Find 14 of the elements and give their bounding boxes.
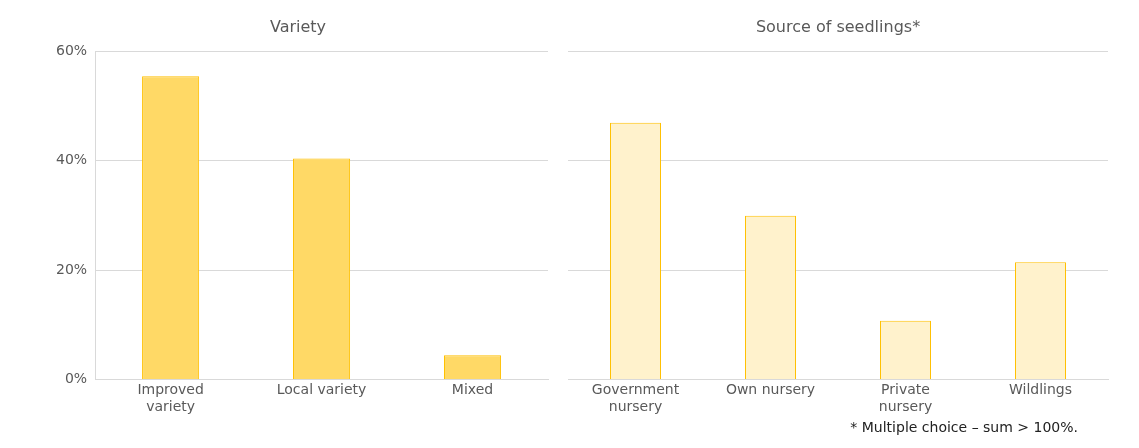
- chart-title: Source of seedlings*: [755, 16, 921, 36]
- x-tick-label: Own nursery: [725, 381, 816, 398]
- x-tick-label: Private nursery: [878, 381, 933, 415]
- x-tick-label: Improved variety: [137, 381, 204, 415]
- x-tick-label: Mixed: [451, 381, 494, 398]
- chart-title: Variety: [269, 16, 327, 36]
- y-tick-label: 40%: [55, 151, 88, 168]
- x-tick-label: Local variety: [276, 381, 367, 398]
- y-tick-label: 60%: [55, 41, 88, 58]
- x-tick-label: Government nursery: [591, 381, 680, 415]
- x-tick-label: Wildlings: [1008, 381, 1073, 398]
- y-tick-label: 0%: [64, 370, 88, 387]
- text: * Multiple choice – sum > 100%.: [849, 419, 1079, 435]
- y-tick-label: 20%: [55, 260, 88, 277]
